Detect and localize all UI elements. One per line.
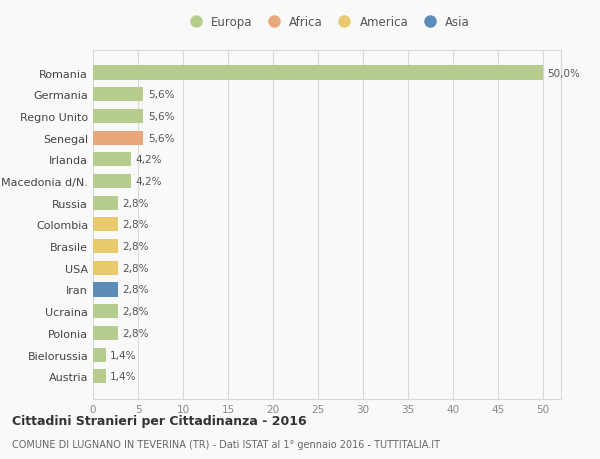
Text: COMUNE DI LUGNANO IN TEVERINA (TR) - Dati ISTAT al 1° gennaio 2016 - TUTTITALIA.: COMUNE DI LUGNANO IN TEVERINA (TR) - Dat… — [12, 440, 440, 449]
Text: 2,8%: 2,8% — [123, 220, 149, 230]
Bar — [93, 348, 106, 362]
Text: 2,8%: 2,8% — [123, 285, 149, 295]
Text: 2,8%: 2,8% — [123, 307, 149, 317]
Bar — [93, 240, 118, 253]
Bar — [93, 218, 118, 232]
Text: 5,6%: 5,6% — [148, 112, 175, 122]
Text: 4,2%: 4,2% — [136, 177, 162, 187]
Text: 2,8%: 2,8% — [123, 241, 149, 252]
Legend: Europa, Africa, America, Asia: Europa, Africa, America, Asia — [184, 16, 470, 29]
Bar — [93, 369, 106, 383]
Bar — [93, 110, 143, 124]
Text: 5,6%: 5,6% — [148, 90, 175, 100]
Text: 1,4%: 1,4% — [110, 371, 137, 381]
Bar — [93, 88, 143, 102]
Bar — [93, 261, 118, 275]
Bar — [93, 153, 131, 167]
Text: 4,2%: 4,2% — [136, 155, 162, 165]
Bar — [93, 174, 131, 189]
Bar — [93, 67, 543, 80]
Text: 1,4%: 1,4% — [110, 350, 137, 360]
Bar — [93, 131, 143, 146]
Bar — [93, 326, 118, 340]
Text: 5,6%: 5,6% — [148, 133, 175, 143]
Bar — [93, 196, 118, 210]
Text: Cittadini Stranieri per Cittadinanza - 2016: Cittadini Stranieri per Cittadinanza - 2… — [12, 414, 307, 428]
Text: 2,8%: 2,8% — [123, 263, 149, 273]
Bar — [93, 304, 118, 319]
Text: 2,8%: 2,8% — [123, 328, 149, 338]
Text: 50,0%: 50,0% — [548, 68, 580, 78]
Text: 2,8%: 2,8% — [123, 198, 149, 208]
Bar — [93, 283, 118, 297]
